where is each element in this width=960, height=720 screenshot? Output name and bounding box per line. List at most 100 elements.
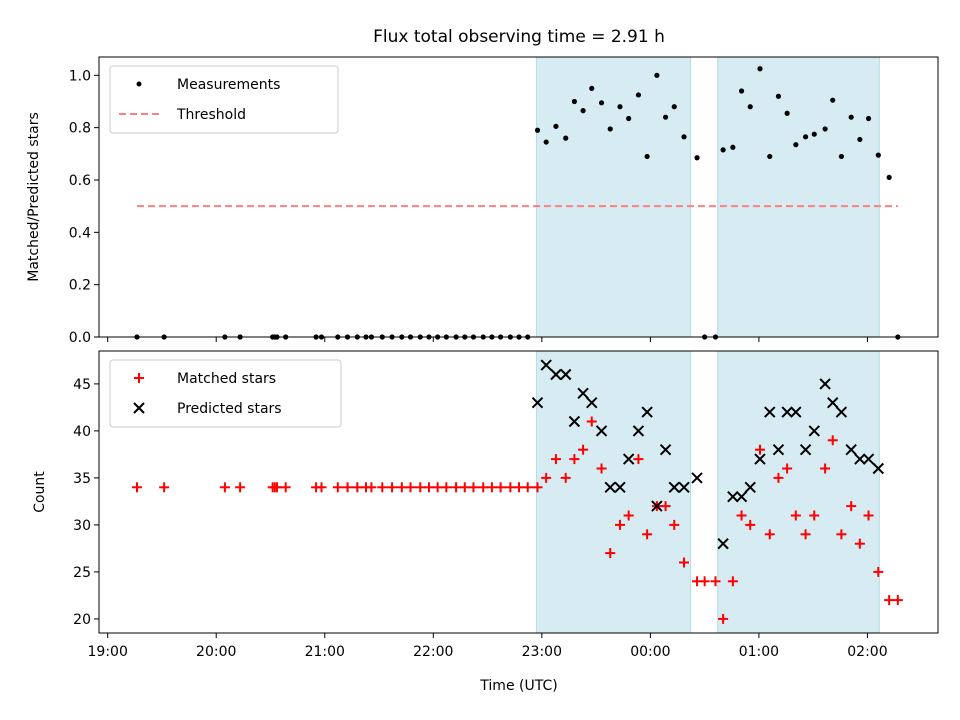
y-tick-label: 20 <box>73 612 91 628</box>
y-tick-label: 0.6 <box>69 173 91 189</box>
measurement-point <box>767 153 773 160</box>
measurement-point <box>607 126 613 132</box>
matched-point <box>809 510 820 521</box>
predicted-point <box>754 453 766 465</box>
predicted-point <box>790 406 802 418</box>
predicted-point <box>678 481 690 494</box>
measurement-point <box>775 93 782 99</box>
y-tick-label: 35 <box>73 471 91 487</box>
measurement-point <box>757 66 763 72</box>
matched-point <box>441 482 452 493</box>
matched-point <box>366 482 377 493</box>
measurement-point <box>671 104 677 110</box>
measurement-point <box>580 108 586 114</box>
predicted-point <box>872 462 885 475</box>
measurement-point <box>598 100 605 106</box>
predicted-point <box>668 481 680 494</box>
x-tick-label: 23:00 <box>522 644 562 660</box>
matched-point <box>764 529 775 540</box>
matched-point <box>396 482 407 493</box>
matched-point <box>596 463 607 474</box>
matched-point <box>727 576 738 587</box>
measurement-point <box>534 127 541 133</box>
measurement-point <box>802 134 809 140</box>
ratio-panel-frame <box>98 56 939 338</box>
predicted-point <box>595 425 608 437</box>
measurement-point <box>543 139 549 145</box>
measurement-point <box>848 114 854 120</box>
matched-point <box>532 482 543 493</box>
measurement-point <box>681 134 687 140</box>
count-legend-box <box>109 359 342 428</box>
matched-point <box>605 548 616 559</box>
matched-point <box>478 482 489 493</box>
matched-point <box>495 482 506 493</box>
chart-title: Flux total observing time = 2.91 h <box>373 27 665 47</box>
predicted-point <box>781 406 793 418</box>
predicted-point <box>827 396 839 409</box>
measurement-point <box>747 104 753 110</box>
matched-point <box>522 482 533 493</box>
measurement-point <box>626 115 632 122</box>
ratio-legend-box <box>109 65 339 134</box>
matched-point <box>660 501 671 512</box>
measurement-point <box>571 98 577 105</box>
matched-point <box>578 444 589 455</box>
measurement-point <box>635 92 642 98</box>
y-tick-label: 0.2 <box>69 278 91 294</box>
matched-point <box>569 454 580 465</box>
count-panel-shaded-intervals <box>535 350 880 634</box>
predicted-point <box>764 406 776 418</box>
matched-point <box>415 482 426 493</box>
x-tick-label: 21:00 <box>305 644 345 660</box>
measurement-point <box>838 153 845 160</box>
matched-point <box>560 472 571 483</box>
matched-point <box>316 482 327 493</box>
predicted-point <box>845 443 857 456</box>
predicted-point <box>651 500 663 512</box>
predicted-point <box>854 453 866 465</box>
matched-point <box>669 519 680 530</box>
y-tick-label: 0.0 <box>69 330 91 346</box>
measurement-point <box>830 97 836 103</box>
predicted-point <box>568 415 581 428</box>
predicted-point <box>735 490 748 503</box>
matched-point <box>514 482 525 493</box>
matched-point <box>468 482 479 493</box>
matched-point <box>550 454 561 465</box>
x-tick-label: 19:00 <box>88 644 128 660</box>
predicted-point <box>808 425 820 437</box>
count-panel-y-label: Count <box>32 471 48 513</box>
legend-threshold-label: Threshold <box>176 107 246 123</box>
matched-point <box>892 595 903 606</box>
y-tick-label: 0.4 <box>69 225 91 241</box>
y-tick-label: 25 <box>73 565 91 581</box>
matched-point <box>332 482 343 493</box>
predicted-point <box>540 359 552 371</box>
y-tick-label: 30 <box>73 518 91 534</box>
matched-point <box>541 472 552 483</box>
measurement-point <box>553 123 559 129</box>
ratio-panel-legend: Measurements Threshold <box>109 65 339 134</box>
matched-point <box>773 472 784 483</box>
matched-point <box>736 510 747 521</box>
matched-point <box>586 416 597 427</box>
y-tick-label: 1.0 <box>69 68 91 84</box>
matched-point <box>219 482 230 493</box>
matched-point <box>459 482 470 493</box>
measurement-point <box>875 152 881 158</box>
x-tick-label: 22:00 <box>413 644 453 660</box>
count-panel-y-axis: 20 25 30 35 40 45 <box>73 377 99 628</box>
predicted-point <box>641 406 653 418</box>
predicted-point <box>577 387 589 400</box>
count-panel: 20 25 30 35 40 45 19:00 20:00 21:00 22:00 23:00 00… <box>32 350 939 660</box>
predicted-point <box>691 472 703 484</box>
matched-point <box>745 519 756 530</box>
measurement-point <box>617 104 623 110</box>
measurement-point <box>694 155 700 161</box>
measurement-point <box>589 85 595 92</box>
predicted-point <box>550 368 562 381</box>
measurement-point <box>644 153 650 160</box>
count-panel-frame <box>98 350 939 634</box>
